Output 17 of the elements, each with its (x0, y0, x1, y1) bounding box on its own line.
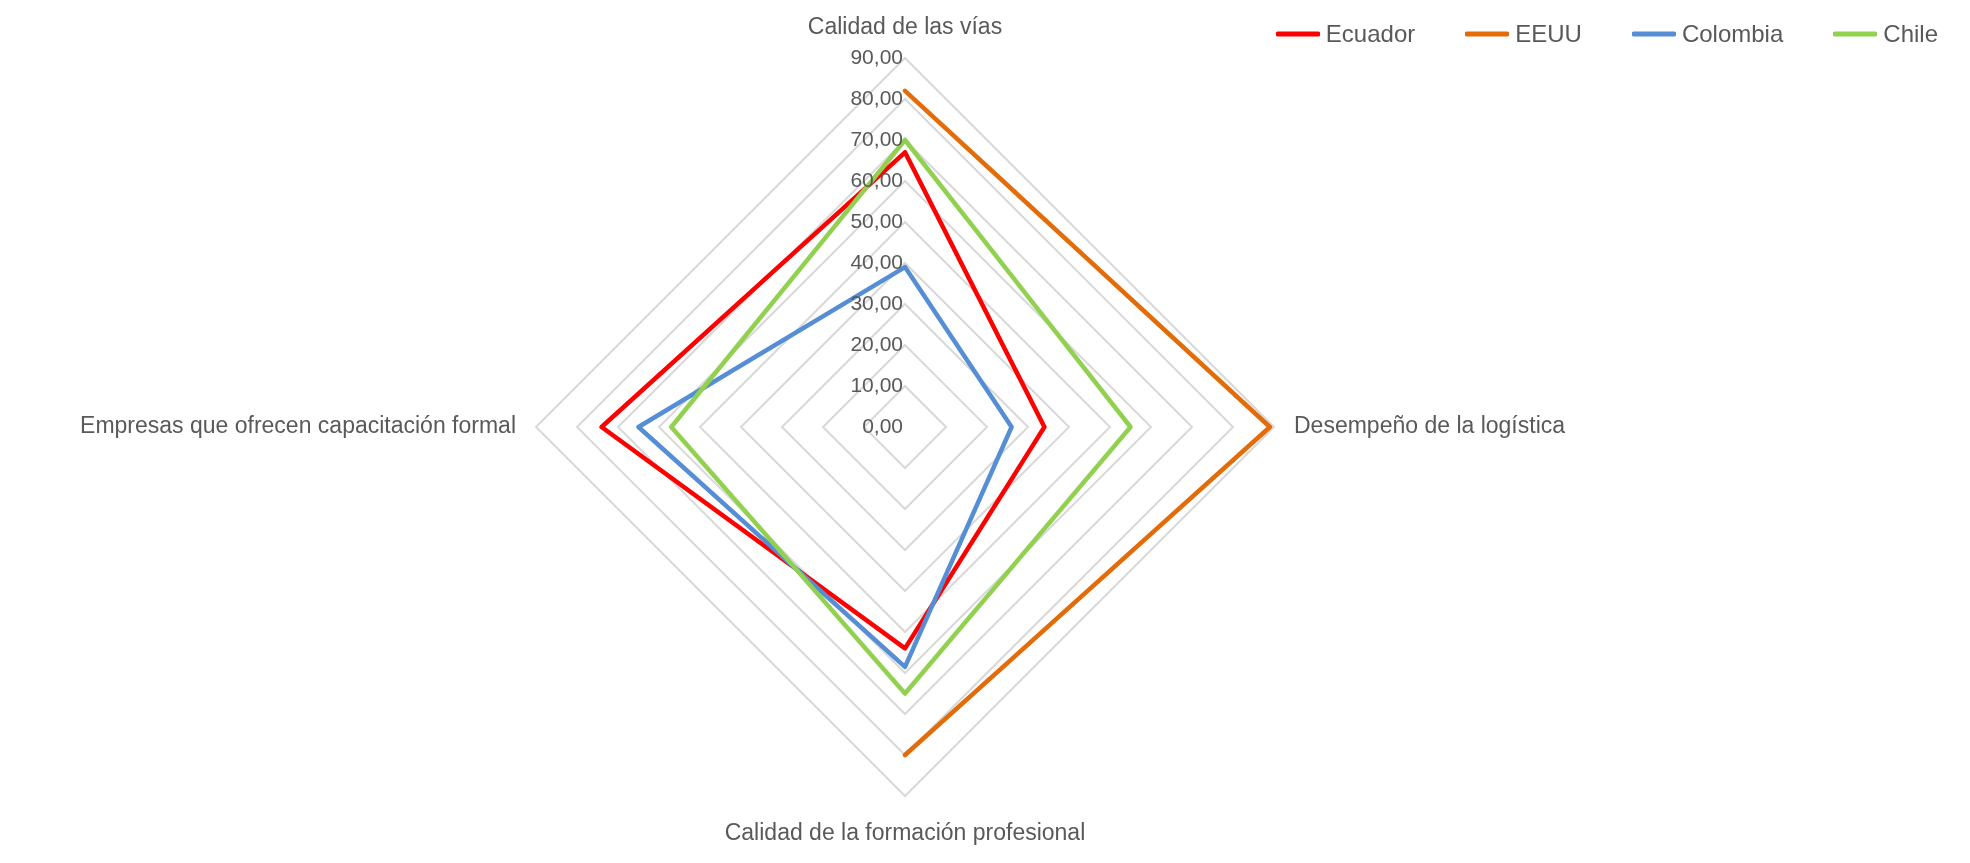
spoke-label: Calidad de las vías (807, 13, 1003, 40)
spoke-label: Calidad de la formación profesional (724, 819, 1086, 846)
y-tick-label: 20,00 (850, 331, 903, 355)
y-tick-label: 40,00 (850, 249, 903, 273)
legend-label: Chile (1883, 20, 1938, 48)
y-tick-label: 50,00 (850, 208, 903, 232)
spoke-label: Empresas que ofrecen capacitación formal (80, 412, 516, 439)
y-tick-label: 0,00 (862, 413, 903, 437)
y-tick-label: 80,00 (850, 85, 903, 109)
y-tick-label: 90,00 (850, 44, 903, 68)
y-tick-label: 70,00 (850, 126, 903, 150)
y-tick-label: 30,00 (850, 290, 903, 314)
legend-label: Colombia (1681, 20, 1784, 48)
spoke-label: Desempeño de la logística (1294, 412, 1566, 439)
legend-label: Ecuador (1325, 20, 1416, 48)
legend-label: EEUU (1515, 20, 1582, 48)
y-tick-label: 10,00 (850, 372, 903, 396)
